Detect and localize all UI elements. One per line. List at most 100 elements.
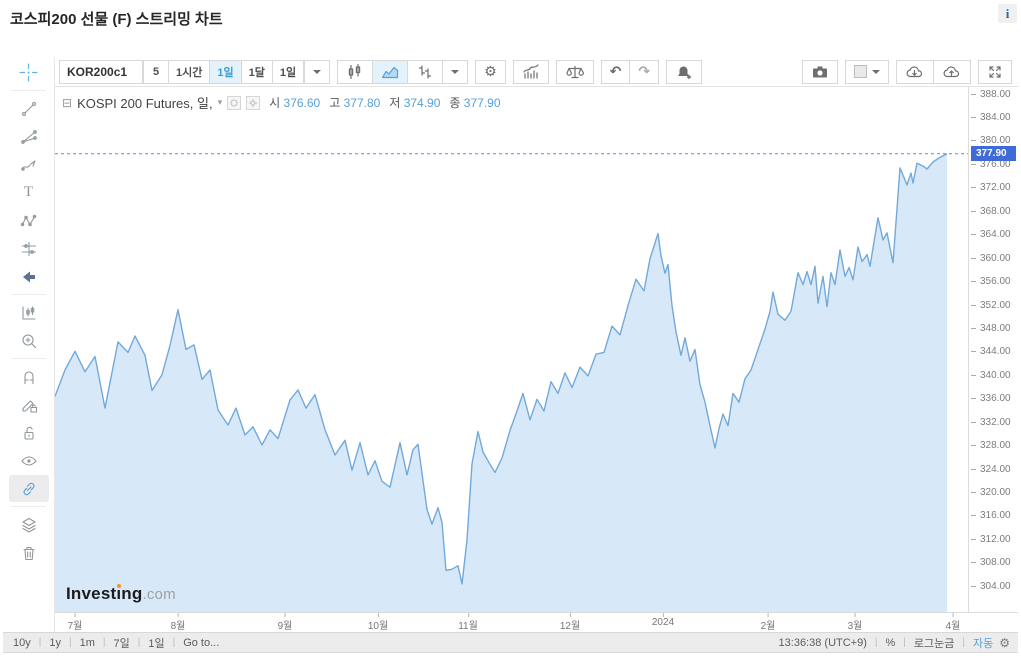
last-price-tag: 377.90 xyxy=(971,146,1016,162)
legend-title: KOSPI 200 Futures, 일, xyxy=(77,96,213,111)
legend-collapse-icon[interactable]: ⊟ xyxy=(62,95,73,110)
undo-button[interactable]: ↶ xyxy=(600,59,631,84)
link-icon xyxy=(23,482,34,495)
tool-hide-panel[interactable] xyxy=(9,263,49,290)
toolbar-right-tools xyxy=(802,59,1012,84)
interval-button-4[interactable]: 1일 xyxy=(271,59,305,84)
tool-zoom-in[interactable] xyxy=(9,327,49,354)
price-axis-label: 348.00 xyxy=(971,322,1011,334)
snapshot-button[interactable] xyxy=(802,59,838,84)
fullscreen-icon xyxy=(989,65,1001,78)
tool-object-layers[interactable] xyxy=(9,511,49,538)
info-icon[interactable]: i xyxy=(998,4,1017,23)
tool-brush[interactable] xyxy=(9,151,49,178)
tool-lock-drawings[interactable] xyxy=(9,419,49,446)
top-toolbar: KOR200c1 5 1시간 1일 1달 1일 xyxy=(55,57,1018,87)
price-axis-label: 344.00 xyxy=(971,346,1011,358)
interval-button-1[interactable]: 1시간 xyxy=(168,59,211,84)
range-button-0[interactable]: 10y xyxy=(13,636,31,649)
cloud-group xyxy=(896,59,971,84)
time-axis-label: 8월 xyxy=(171,613,185,632)
gear-icon: ⚙ xyxy=(484,63,497,80)
tool-multi-line[interactable] xyxy=(9,123,49,150)
series-settings-button[interactable] xyxy=(246,95,261,110)
separator: | xyxy=(874,637,878,648)
legend-dropdown-icon[interactable]: ▾ xyxy=(217,97,223,107)
interval-button-0[interactable]: 5 xyxy=(143,59,169,84)
tool-separator xyxy=(11,506,46,507)
undo-icon: ↶ xyxy=(609,63,622,80)
separator: | xyxy=(903,637,906,648)
price-axis-label: 364.00 xyxy=(971,229,1011,241)
indicators-button[interactable] xyxy=(512,59,549,84)
tool-link-drawings[interactable] xyxy=(8,475,49,502)
interval-button-2[interactable]: 1일 xyxy=(209,59,242,84)
symbol-input[interactable]: KOR200c1 xyxy=(59,59,143,84)
price-axis-label: 316.00 xyxy=(971,510,1011,522)
ohlc-value: 저 374.90 xyxy=(389,96,441,110)
price-axis[interactable]: 377.90 388.00 384.00 380.00 376.00 372.00 368… xyxy=(968,87,1018,612)
range-button-1[interactable]: 1y xyxy=(49,636,61,649)
theme-background-swatch xyxy=(854,65,867,78)
ohlc-value: 시 376.60 xyxy=(269,96,321,110)
area-chart-button[interactable] xyxy=(372,59,409,84)
range-button-4[interactable]: 1일 xyxy=(148,637,165,650)
brush-icon xyxy=(20,159,36,171)
area-fill xyxy=(55,153,947,612)
redo-icon: ↷ xyxy=(638,63,651,80)
tool-crosshair[interactable] xyxy=(9,59,49,86)
separator: | xyxy=(38,637,42,648)
settings-button[interactable]: ⚙ xyxy=(475,59,506,84)
undo-redo-group: ↶ ↷ xyxy=(600,59,660,84)
price-axis-label: 340.00 xyxy=(971,369,1011,381)
tool-magnet[interactable] xyxy=(9,363,49,390)
theme-button[interactable] xyxy=(845,59,889,84)
tool-text[interactable]: T xyxy=(9,179,49,206)
lock-open-icon xyxy=(23,426,34,440)
range-button-5[interactable]: Go to... xyxy=(183,636,220,649)
chart-plot-area[interactable]: ⊟ KOSPI 200 Futures, 일, ▾ 시 376.60 고 377.… xyxy=(55,87,968,612)
chart-type-dropdown-button[interactable] xyxy=(442,59,469,84)
scales-icon xyxy=(566,65,584,78)
chart-type-group xyxy=(337,59,469,84)
compare-button[interactable] xyxy=(555,59,594,84)
ohlc-bars-button[interactable] xyxy=(407,59,444,84)
time-axis-label: 2월 xyxy=(761,613,775,632)
redo-button[interactable]: ↷ xyxy=(629,59,660,84)
bottom-settings-gear-icon[interactable]: ⚙ xyxy=(999,635,1010,650)
price-axis-label: 324.00 xyxy=(971,463,1011,475)
tool-trend-line[interactable] xyxy=(9,95,49,122)
range-button-3[interactable]: 7일 xyxy=(113,637,130,650)
add-alert-button[interactable] xyxy=(666,59,703,84)
scale-button-0[interactable]: % xyxy=(885,636,896,649)
hide-series-button[interactable] xyxy=(227,95,242,110)
tool-remove-drawings[interactable] xyxy=(9,539,49,566)
interval-dropdown-button[interactable] xyxy=(304,59,331,84)
save-chart-button[interactable] xyxy=(933,59,971,84)
interval-button-3[interactable]: 1달 xyxy=(240,59,273,84)
candlestick-chart-button[interactable] xyxy=(337,59,374,84)
time-axis[interactable]: 7월 8월 9월 10월 11월 12월 2024 2월 3월 4월 xyxy=(55,612,1018,632)
price-axis-label: 308.00 xyxy=(971,557,1011,569)
tool-measure-forecast[interactable] xyxy=(9,299,49,326)
eye-icon xyxy=(20,455,37,466)
scale-button-2[interactable]: 자동 xyxy=(972,637,994,650)
tool-xabcd-pattern[interactable] xyxy=(9,207,49,234)
tool-forecast-sliders[interactable] xyxy=(9,235,49,262)
range-button-2[interactable]: 1m xyxy=(79,636,95,649)
camera-icon xyxy=(813,66,827,77)
trash-icon xyxy=(22,546,35,560)
tool-hide-drawings[interactable] xyxy=(9,447,49,474)
tool-drawing-mode[interactable] xyxy=(9,391,49,418)
scale-button-1[interactable]: 로그눈금 xyxy=(913,637,955,650)
fullscreen-button[interactable] xyxy=(978,59,1012,84)
price-line xyxy=(55,153,948,585)
separator: | xyxy=(172,637,176,648)
separator: | xyxy=(68,637,72,648)
cloud-download-icon xyxy=(906,65,923,77)
load-chart-button[interactable] xyxy=(896,59,934,84)
tool-separator xyxy=(11,358,46,359)
tool-separator xyxy=(11,90,46,91)
bottom-right-controls: 13:36:38 (UTC+9) |% | 로그눈금 | 자동 ⚙ xyxy=(777,635,1010,651)
price-axis-label: 368.00 xyxy=(971,205,1011,217)
